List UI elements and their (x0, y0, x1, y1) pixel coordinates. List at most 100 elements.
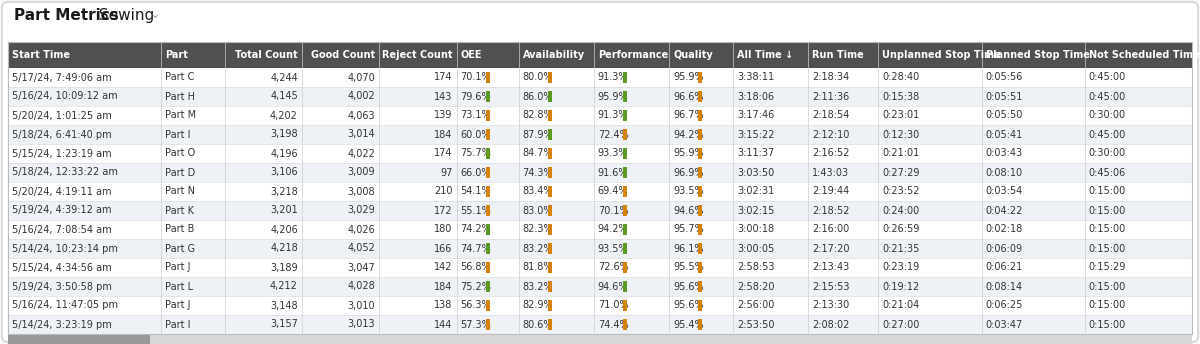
Text: 5/18/24, 6:41:40 pm: 5/18/24, 6:41:40 pm (12, 129, 112, 140)
Text: 5/19/24, 3:50:58 pm: 5/19/24, 3:50:58 pm (12, 281, 112, 291)
Bar (623, 300, 626, 311)
Text: 56.8%: 56.8% (461, 262, 491, 272)
Text: Part J: Part J (164, 262, 190, 272)
Bar (8, 296, 1192, 315)
Text: Part I: Part I (164, 129, 190, 140)
Text: 96.1%: 96.1% (673, 244, 703, 254)
Bar (623, 186, 626, 197)
Bar (8, 277, 1192, 296)
Text: 0:05:56: 0:05:56 (985, 73, 1022, 83)
Text: 4,026: 4,026 (348, 225, 376, 235)
Text: Start Time: Start Time (12, 50, 70, 60)
Text: 0:15:00: 0:15:00 (1088, 225, 1126, 235)
Text: 3,157: 3,157 (270, 320, 298, 330)
Text: 5/20/24, 1:01:25 am: 5/20/24, 1:01:25 am (12, 110, 112, 120)
Text: 96.6%: 96.6% (673, 92, 703, 101)
Text: 0:23:52: 0:23:52 (882, 186, 920, 196)
Text: 4,145: 4,145 (270, 92, 298, 101)
Text: 0:45:00: 0:45:00 (1088, 92, 1126, 101)
Bar (486, 186, 490, 197)
Text: 94.2%: 94.2% (673, 129, 703, 140)
Text: 81.8%: 81.8% (522, 262, 553, 272)
Text: 3:11:37: 3:11:37 (737, 149, 774, 159)
Text: 86.0%: 86.0% (522, 92, 553, 101)
Text: 2:17:20: 2:17:20 (812, 244, 850, 254)
Text: 60.0%: 60.0% (461, 129, 491, 140)
Text: 4,196: 4,196 (270, 149, 298, 159)
Text: 3,106: 3,106 (270, 168, 298, 178)
Text: 0:05:50: 0:05:50 (985, 110, 1022, 120)
Text: 184: 184 (434, 281, 452, 291)
Bar (486, 205, 490, 216)
Text: All Time ↓: All Time ↓ (737, 50, 793, 60)
Bar (547, 91, 552, 102)
Text: 96.7%: 96.7% (673, 110, 703, 120)
Text: 0:24:00: 0:24:00 (882, 205, 919, 215)
Bar (486, 148, 490, 159)
Text: 82.3%: 82.3% (522, 225, 553, 235)
Text: 0:15:29: 0:15:29 (1088, 262, 1126, 272)
Text: Not Scheduled Time: Not Scheduled Time (1088, 50, 1199, 60)
Text: 0:06:25: 0:06:25 (985, 301, 1022, 311)
Bar (547, 205, 552, 216)
Text: 4,070: 4,070 (348, 73, 376, 83)
Bar (623, 281, 626, 292)
Text: 2:18:34: 2:18:34 (812, 73, 850, 83)
Text: 73.1%: 73.1% (461, 110, 491, 120)
Text: 95.9%: 95.9% (598, 92, 629, 101)
Text: 3:02:15: 3:02:15 (737, 205, 774, 215)
Bar (486, 110, 490, 121)
Text: 2:08:02: 2:08:02 (812, 320, 850, 330)
Text: 95.9%: 95.9% (673, 149, 703, 159)
Text: 1:43:03: 1:43:03 (812, 168, 850, 178)
Text: 83.2%: 83.2% (522, 244, 553, 254)
Text: 0:21:04: 0:21:04 (882, 301, 919, 311)
Text: Part M: Part M (164, 110, 196, 120)
Bar (698, 129, 702, 140)
Text: 82.9%: 82.9% (522, 301, 553, 311)
Text: 0:08:14: 0:08:14 (985, 281, 1022, 291)
Text: 0:05:51: 0:05:51 (985, 92, 1022, 101)
Text: 4,206: 4,206 (270, 225, 298, 235)
Text: 3,189: 3,189 (270, 262, 298, 272)
Text: Part Metrics: Part Metrics (14, 8, 119, 23)
Text: 0:15:00: 0:15:00 (1088, 320, 1126, 330)
Text: 0:03:54: 0:03:54 (985, 186, 1022, 196)
Bar (698, 300, 702, 311)
Text: 79.6%: 79.6% (461, 92, 491, 101)
Text: Part N: Part N (164, 186, 194, 196)
Text: 3,218: 3,218 (270, 186, 298, 196)
Bar (8, 163, 1192, 182)
Text: 83.4%: 83.4% (522, 186, 553, 196)
Bar (698, 148, 702, 159)
Text: 4,022: 4,022 (348, 149, 376, 159)
Bar (623, 243, 626, 254)
Text: 83.0%: 83.0% (522, 205, 553, 215)
Text: 0:45:06: 0:45:06 (1088, 168, 1126, 178)
Bar (698, 243, 702, 254)
Text: 184: 184 (434, 129, 452, 140)
Text: 54.1%: 54.1% (461, 186, 491, 196)
Text: 0:02:18: 0:02:18 (985, 225, 1022, 235)
Bar (623, 262, 626, 273)
Text: 95.6%: 95.6% (673, 281, 703, 291)
Text: 3:00:05: 3:00:05 (737, 244, 774, 254)
Text: 0:45:00: 0:45:00 (1088, 73, 1126, 83)
Text: 4,002: 4,002 (348, 92, 376, 101)
Text: 0:15:00: 0:15:00 (1088, 205, 1126, 215)
Text: 2:15:53: 2:15:53 (812, 281, 850, 291)
Text: 3,201: 3,201 (270, 205, 298, 215)
Bar (8, 106, 1192, 125)
Text: 0:21:35: 0:21:35 (882, 244, 920, 254)
Text: Sewing: Sewing (94, 8, 155, 23)
Bar (623, 91, 626, 102)
Text: 0:27:00: 0:27:00 (882, 320, 920, 330)
Text: 2:58:53: 2:58:53 (737, 262, 774, 272)
Bar (547, 186, 552, 197)
Text: 56.3%: 56.3% (461, 301, 491, 311)
Bar (8, 87, 1192, 106)
Bar (8, 125, 1192, 144)
Bar (698, 319, 702, 330)
Text: 0:06:21: 0:06:21 (985, 262, 1022, 272)
Text: Quality: Quality (673, 50, 713, 60)
